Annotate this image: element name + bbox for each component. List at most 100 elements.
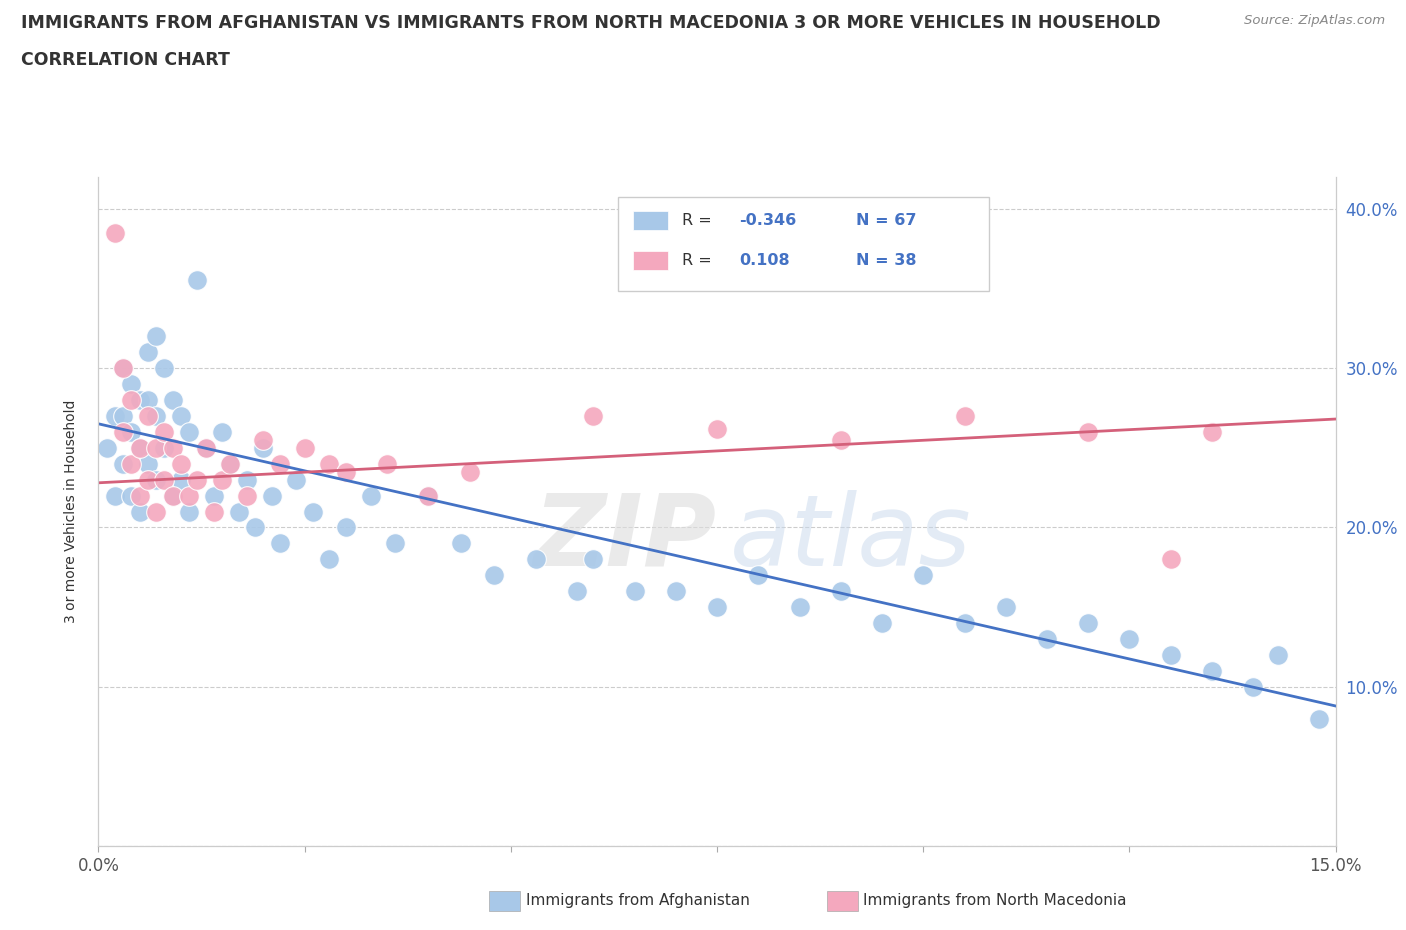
Point	[623, 584, 645, 599]
Point	[120, 377, 142, 392]
Point	[1241, 680, 1264, 695]
Point	[186, 472, 208, 487]
Point	[789, 600, 811, 615]
Point	[136, 472, 159, 487]
Point	[194, 440, 217, 455]
Point	[162, 488, 184, 503]
Point	[830, 432, 852, 447]
Point	[582, 551, 605, 566]
Point	[202, 488, 225, 503]
Point	[994, 600, 1017, 615]
Point	[128, 440, 150, 455]
Text: 0.108: 0.108	[740, 253, 790, 268]
Point	[318, 457, 340, 472]
Point	[112, 361, 135, 376]
Point	[1077, 616, 1099, 631]
Point	[136, 408, 159, 423]
Point	[211, 424, 233, 439]
Point	[1160, 647, 1182, 662]
Point	[162, 440, 184, 455]
Point	[458, 464, 481, 479]
Point	[162, 392, 184, 407]
Point	[104, 225, 127, 240]
Bar	[633, 211, 668, 230]
Point	[294, 440, 316, 455]
Point	[870, 616, 893, 631]
Point	[1201, 424, 1223, 439]
Point	[252, 432, 274, 447]
Point	[1201, 663, 1223, 678]
Point	[153, 472, 176, 487]
Point	[418, 488, 440, 503]
Point	[179, 504, 201, 519]
Point	[285, 472, 308, 487]
Point	[953, 616, 976, 631]
Point	[104, 488, 127, 503]
Point	[112, 361, 135, 376]
Point	[120, 392, 142, 407]
Point	[236, 488, 259, 503]
Point	[153, 361, 176, 376]
Point	[120, 488, 142, 503]
Point	[128, 504, 150, 519]
Point	[335, 520, 357, 535]
Point	[145, 472, 167, 487]
Point	[112, 408, 135, 423]
Point	[747, 568, 769, 583]
Text: ZIP: ZIP	[534, 490, 717, 587]
Point	[96, 440, 118, 455]
Point	[120, 424, 142, 439]
Point	[260, 488, 283, 503]
Point	[243, 520, 266, 535]
Point	[179, 488, 201, 503]
Point	[170, 472, 193, 487]
Point	[112, 424, 135, 439]
Point	[582, 408, 605, 423]
Text: R =: R =	[682, 213, 717, 228]
Point	[128, 440, 150, 455]
Bar	[633, 251, 668, 270]
Point	[153, 440, 176, 455]
Point	[384, 536, 406, 551]
Point	[1160, 551, 1182, 566]
Text: -0.346: -0.346	[740, 213, 797, 228]
Point	[252, 440, 274, 455]
Point	[450, 536, 472, 551]
Point	[104, 408, 127, 423]
Point	[236, 472, 259, 487]
Point	[211, 472, 233, 487]
Text: Source: ZipAtlas.com: Source: ZipAtlas.com	[1244, 14, 1385, 27]
Point	[128, 392, 150, 407]
Point	[1036, 631, 1059, 646]
Point	[953, 408, 976, 423]
Text: N = 67: N = 67	[856, 213, 917, 228]
Point	[912, 568, 935, 583]
Point	[136, 392, 159, 407]
Point	[1077, 424, 1099, 439]
Point	[302, 504, 325, 519]
Text: R =: R =	[682, 253, 717, 268]
Point	[360, 488, 382, 503]
Point	[375, 457, 398, 472]
Point	[120, 457, 142, 472]
Point	[170, 408, 193, 423]
Text: CORRELATION CHART: CORRELATION CHART	[21, 51, 231, 69]
Point	[484, 568, 506, 583]
Point	[228, 504, 250, 519]
Point	[179, 424, 201, 439]
Point	[112, 457, 135, 472]
Text: Immigrants from North Macedonia: Immigrants from North Macedonia	[863, 893, 1126, 908]
Y-axis label: 3 or more Vehicles in Household: 3 or more Vehicles in Household	[63, 400, 77, 623]
Point	[706, 600, 728, 615]
Point	[665, 584, 688, 599]
Point	[202, 504, 225, 519]
Point	[186, 272, 208, 287]
Point	[1118, 631, 1140, 646]
Point	[269, 457, 291, 472]
Point	[524, 551, 547, 566]
Point	[830, 584, 852, 599]
Text: IMMIGRANTS FROM AFGHANISTAN VS IMMIGRANTS FROM NORTH MACEDONIA 3 OR MORE VEHICLE: IMMIGRANTS FROM AFGHANISTAN VS IMMIGRANT…	[21, 14, 1161, 32]
Point	[1308, 711, 1330, 726]
Text: Immigrants from Afghanistan: Immigrants from Afghanistan	[526, 893, 749, 908]
Point	[128, 488, 150, 503]
